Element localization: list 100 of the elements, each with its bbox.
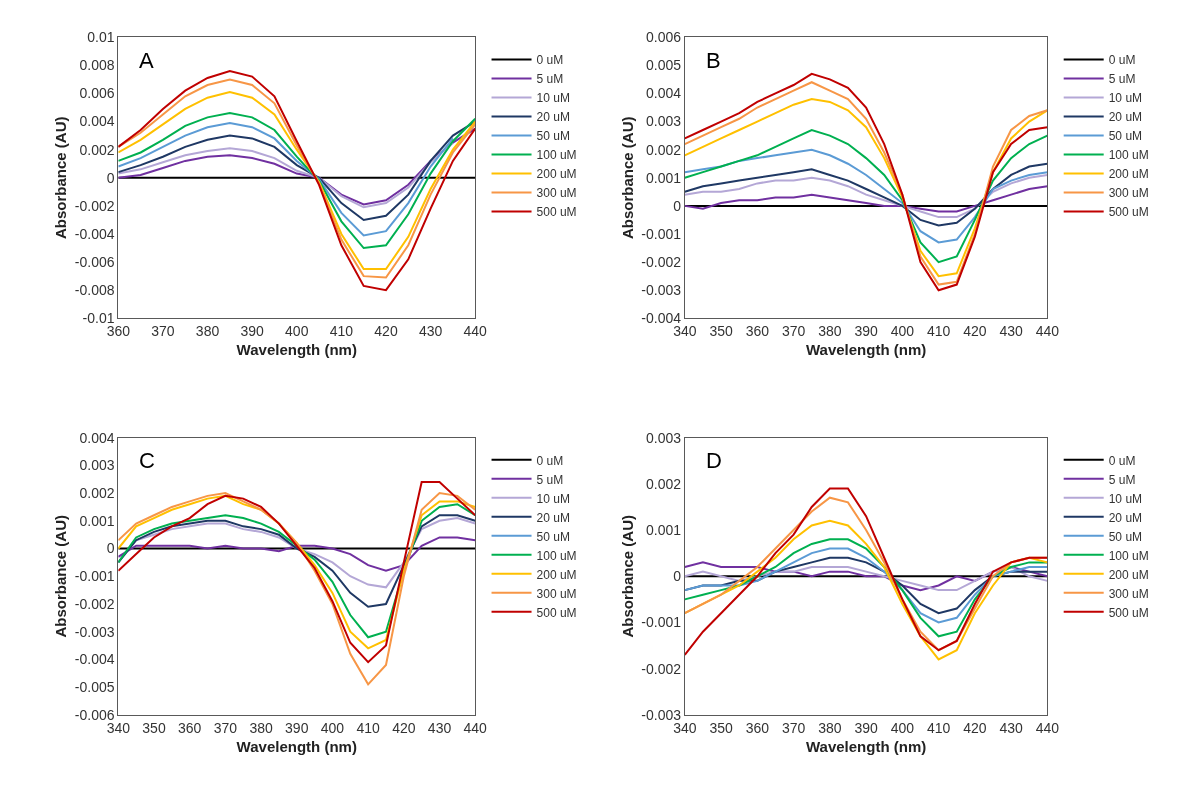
x-tick-label: 360 bbox=[178, 719, 202, 736]
annotation: A bbox=[139, 48, 154, 73]
y-tick-label: 0.001 bbox=[645, 169, 682, 186]
x-tick-label: 370 bbox=[151, 323, 175, 340]
y-tick-label: -0.003 bbox=[641, 282, 682, 299]
y-axis-title: Absorbance (AU) bbox=[52, 514, 70, 638]
legend-label: 0 uM bbox=[536, 453, 564, 468]
legend-label: 20 uM bbox=[1108, 110, 1143, 125]
x-tick-label: 350 bbox=[709, 719, 733, 736]
line-series bbox=[684, 162, 1048, 227]
line-series bbox=[118, 492, 476, 686]
y-tick-label: 0.003 bbox=[79, 457, 115, 474]
legend-label: 5 uM bbox=[536, 72, 564, 87]
legend-label: 0 uM bbox=[1108, 453, 1136, 468]
y-tick-label: 0 bbox=[106, 169, 115, 186]
x-tick-label: 410 bbox=[329, 323, 354, 340]
y-tick-label: 0.004 bbox=[79, 113, 115, 130]
legend-label: 300 uM bbox=[536, 186, 577, 201]
legend-label: 500 uM bbox=[536, 205, 577, 220]
y-tick-label: -0.005 bbox=[74, 679, 115, 696]
x-tick-label: 380 bbox=[249, 719, 273, 736]
y-tick-label: 0.003 bbox=[645, 113, 682, 130]
legend-label: 20 uM bbox=[536, 510, 570, 525]
annotation: B bbox=[706, 48, 721, 73]
legend-label: 300 uM bbox=[536, 586, 577, 601]
x-tick-label: 440 bbox=[463, 323, 488, 340]
y-tick-label: 0.001 bbox=[79, 512, 115, 529]
legend-label: 0 uM bbox=[536, 53, 564, 68]
y-tick-label: 0.01 bbox=[87, 29, 115, 46]
line-series bbox=[684, 547, 1048, 624]
legend-label: 500 uM bbox=[536, 605, 577, 620]
line-series bbox=[684, 173, 1048, 219]
x-tick-label: 440 bbox=[1035, 719, 1060, 736]
y-tick-label: -0.004 bbox=[74, 651, 115, 668]
y-tick-label: 0.002 bbox=[645, 475, 682, 492]
y-tick-label: 0.004 bbox=[645, 85, 682, 102]
legend-label: 200 uM bbox=[1108, 567, 1149, 582]
legend-label: 200 uM bbox=[536, 167, 577, 182]
line-series bbox=[118, 112, 476, 250]
x-tick-label: 370 bbox=[781, 719, 806, 736]
x-tick-label: 380 bbox=[195, 323, 220, 340]
x-tick-label: 350 bbox=[709, 323, 733, 340]
legend-label: 100 uM bbox=[1108, 548, 1149, 563]
legend-label: 500 uM bbox=[1108, 205, 1149, 220]
x-tick-label: 410 bbox=[926, 719, 951, 736]
legend-label: 10 uM bbox=[536, 491, 570, 506]
x-axis-title: Wavelength (nm) bbox=[805, 341, 927, 359]
x-tick-label: 430 bbox=[999, 323, 1023, 340]
annotation: C bbox=[139, 448, 155, 473]
legend-label: 0 uM bbox=[1108, 53, 1136, 68]
legend-label: 50 uM bbox=[536, 129, 570, 144]
y-tick-label: -0.001 bbox=[74, 568, 115, 585]
line-series bbox=[118, 127, 476, 206]
line-series bbox=[118, 121, 454, 237]
x-tick-label: 420 bbox=[374, 323, 398, 340]
y-tick-label: 0.002 bbox=[79, 141, 115, 158]
x-tick-label: 400 bbox=[890, 323, 915, 340]
x-tick-label: 360 bbox=[745, 323, 770, 340]
line-series bbox=[684, 148, 1048, 244]
line-series bbox=[684, 185, 1048, 213]
legend-label: 5 uM bbox=[536, 472, 564, 487]
legend-label: 300 uM bbox=[1108, 186, 1149, 201]
legend-label: 5 uM bbox=[1108, 72, 1136, 87]
legend-label: 300 uM bbox=[1108, 586, 1149, 601]
y-tick-label: 0 bbox=[673, 197, 682, 214]
x-tick-label: 430 bbox=[427, 719, 452, 736]
y-axis-title: Absorbance (AU) bbox=[52, 116, 70, 240]
x-tick-label: 410 bbox=[356, 719, 381, 736]
legend-label: 50 uM bbox=[536, 529, 570, 544]
y-tick-label: 0.008 bbox=[79, 57, 115, 74]
y-tick-label: -0.002 bbox=[641, 253, 682, 270]
legend-label: 50 uM bbox=[1108, 129, 1143, 144]
x-tick-label: 370 bbox=[213, 719, 238, 736]
y-tick-label: 0.004 bbox=[79, 429, 115, 446]
x-tick-label: 350 bbox=[142, 719, 166, 736]
x-tick-label: 420 bbox=[963, 323, 987, 340]
x-axis-title: Wavelength (nm) bbox=[236, 737, 357, 755]
y-tick-label: -0.002 bbox=[74, 197, 115, 214]
legend-label: 200 uM bbox=[536, 567, 577, 582]
y-tick-label: -0.001 bbox=[641, 614, 682, 631]
y-tick-label: -0.004 bbox=[74, 225, 115, 242]
x-tick-label: 400 bbox=[285, 323, 309, 340]
legend-label: 5 uM bbox=[1108, 472, 1136, 487]
x-tick-label: 400 bbox=[320, 719, 345, 736]
x-tick-label: 390 bbox=[854, 323, 878, 340]
x-axis-title: Wavelength (nm) bbox=[236, 341, 357, 359]
line-series bbox=[684, 129, 1048, 264]
x-tick-label: 440 bbox=[463, 719, 488, 736]
legend-label: 20 uM bbox=[1108, 510, 1143, 525]
legend-label: 100 uM bbox=[1108, 148, 1149, 163]
x-tick-label: 420 bbox=[392, 719, 416, 736]
x-axis-title: Wavelength (nm) bbox=[805, 737, 927, 755]
x-tick-label: 420 bbox=[963, 719, 987, 736]
y-tick-label: 0.005 bbox=[645, 57, 682, 74]
line-series bbox=[118, 536, 476, 572]
x-tick-label: 370 bbox=[781, 323, 806, 340]
y-tick-label: 0.006 bbox=[645, 29, 682, 46]
y-tick-label: 0 bbox=[106, 540, 115, 557]
x-tick-label: 380 bbox=[818, 323, 842, 340]
y-tick-label: 0.002 bbox=[645, 141, 682, 158]
